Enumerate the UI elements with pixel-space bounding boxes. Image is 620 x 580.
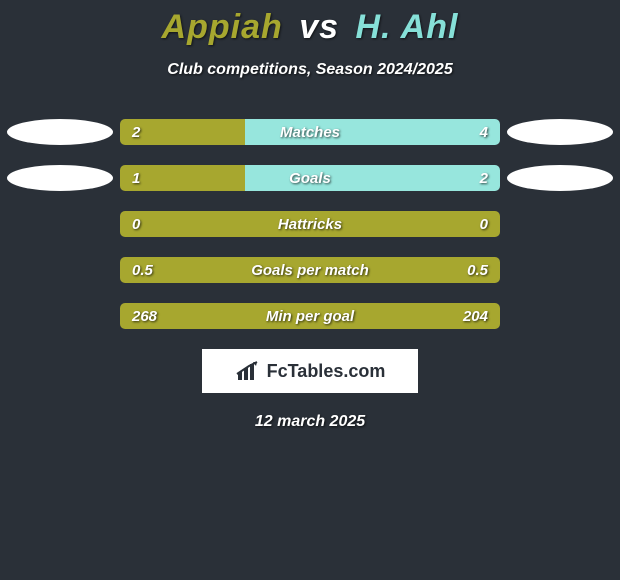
bar-overlay: 0Hattricks0 bbox=[120, 211, 500, 237]
stat-bar: 0.5Goals per match0.5 bbox=[120, 257, 500, 283]
stat-value-right: 4 bbox=[480, 124, 488, 141]
subtitle: Club competitions, Season 2024/2025 bbox=[0, 61, 620, 79]
stat-label: Goals bbox=[140, 170, 479, 187]
brand-logo-text: FcTables.com bbox=[267, 361, 386, 382]
comparison-title: Appiah vs H. Ahl bbox=[0, 0, 620, 47]
stat-value-left: 2 bbox=[132, 124, 140, 141]
stat-label: Matches bbox=[140, 124, 479, 141]
chart-icon bbox=[235, 360, 261, 382]
player1-name: Appiah bbox=[162, 8, 283, 46]
stat-row: 0.5Goals per match0.5 bbox=[0, 257, 620, 283]
stat-row: 268Min per goal204 bbox=[0, 303, 620, 329]
stat-row: 2Matches4 bbox=[0, 119, 620, 145]
stat-row: 1Goals2 bbox=[0, 165, 620, 191]
player-oval-right bbox=[507, 119, 613, 145]
stat-label: Min per goal bbox=[157, 308, 463, 325]
stat-value-right: 2 bbox=[480, 170, 488, 187]
stat-label: Goals per match bbox=[153, 262, 467, 279]
player2-name: H. Ahl bbox=[356, 8, 459, 46]
left-oval-wrap bbox=[0, 119, 120, 145]
player-oval-left bbox=[7, 165, 113, 191]
right-oval-wrap bbox=[500, 165, 620, 191]
bar-overlay: 2Matches4 bbox=[120, 119, 500, 145]
right-oval-wrap bbox=[500, 119, 620, 145]
stat-value-left: 0.5 bbox=[132, 262, 153, 279]
date-text: 12 march 2025 bbox=[0, 413, 620, 431]
stat-rows: 2Matches41Goals20Hattricks00.5Goals per … bbox=[0, 119, 620, 329]
brand-logo: FcTables.com bbox=[202, 349, 418, 393]
stat-row: 0Hattricks0 bbox=[0, 211, 620, 237]
stat-bar: 2Matches4 bbox=[120, 119, 500, 145]
stat-bar: 268Min per goal204 bbox=[120, 303, 500, 329]
bar-overlay: 0.5Goals per match0.5 bbox=[120, 257, 500, 283]
stat-label: Hattricks bbox=[140, 216, 479, 233]
stat-value-right: 0 bbox=[480, 216, 488, 233]
stat-value-left: 268 bbox=[132, 308, 157, 325]
stat-value-right: 0.5 bbox=[467, 262, 488, 279]
stat-value-left: 1 bbox=[132, 170, 140, 187]
bar-overlay: 268Min per goal204 bbox=[120, 303, 500, 329]
vs-text: vs bbox=[299, 8, 339, 46]
stat-bar: 1Goals2 bbox=[120, 165, 500, 191]
bar-overlay: 1Goals2 bbox=[120, 165, 500, 191]
stat-bar: 0Hattricks0 bbox=[120, 211, 500, 237]
player-oval-left bbox=[7, 119, 113, 145]
stat-value-left: 0 bbox=[132, 216, 140, 233]
stat-value-right: 204 bbox=[463, 308, 488, 325]
player-oval-right bbox=[507, 165, 613, 191]
left-oval-wrap bbox=[0, 165, 120, 191]
